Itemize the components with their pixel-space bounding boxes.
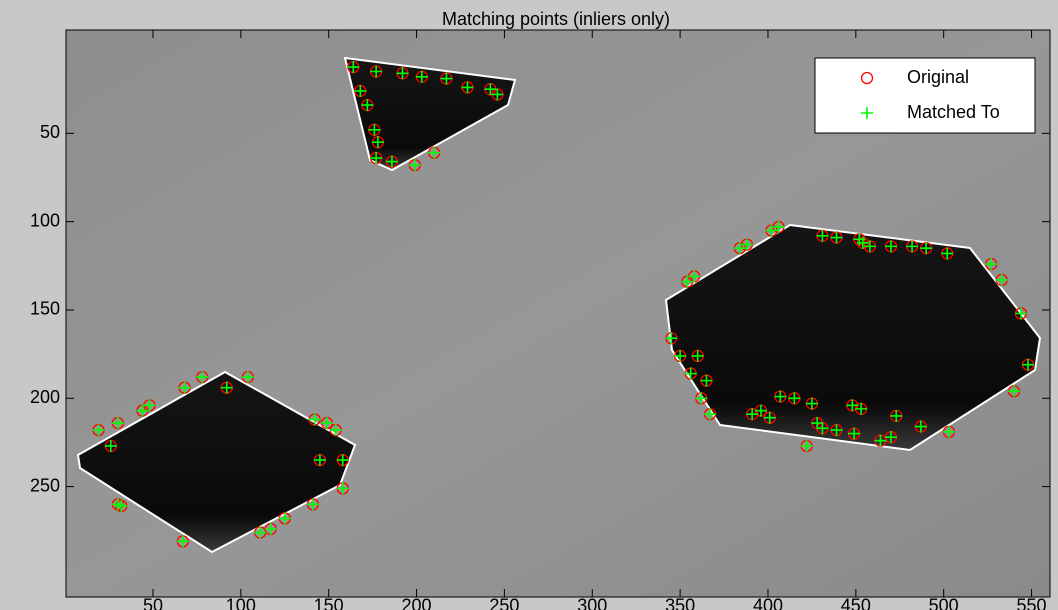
x-tick-label: 550 [1017, 596, 1047, 610]
x-tick-label: 450 [841, 596, 871, 610]
y-tick-label: 200 [30, 387, 60, 407]
chart-title: Matching points (inliers only) [442, 9, 670, 29]
page: {"chart_data": {"type": "scatter", "titl… [0, 0, 1058, 610]
y-tick-label: 50 [40, 122, 60, 142]
x-tick-label: 200 [402, 596, 432, 610]
x-tick-label: 300 [577, 596, 607, 610]
x-tick-label: 500 [929, 596, 959, 610]
figure: Matching points (inliers only) Original M… [0, 0, 1058, 610]
x-tick-label: 400 [753, 596, 783, 610]
x-tick-label: 350 [665, 596, 695, 610]
y-tick-label: 150 [30, 299, 60, 319]
y-tick-label: 250 [30, 475, 60, 495]
x-tick-label: 100 [226, 596, 256, 610]
legend: Original Matched To [815, 58, 1035, 133]
legend-label: Original [907, 67, 969, 87]
x-tick-label: 250 [489, 596, 519, 610]
y-tick-label: 100 [30, 210, 60, 230]
x-tick-label: 50 [143, 596, 163, 610]
x-tick-label: 150 [314, 596, 344, 610]
legend-label: Matched To [907, 102, 1000, 122]
